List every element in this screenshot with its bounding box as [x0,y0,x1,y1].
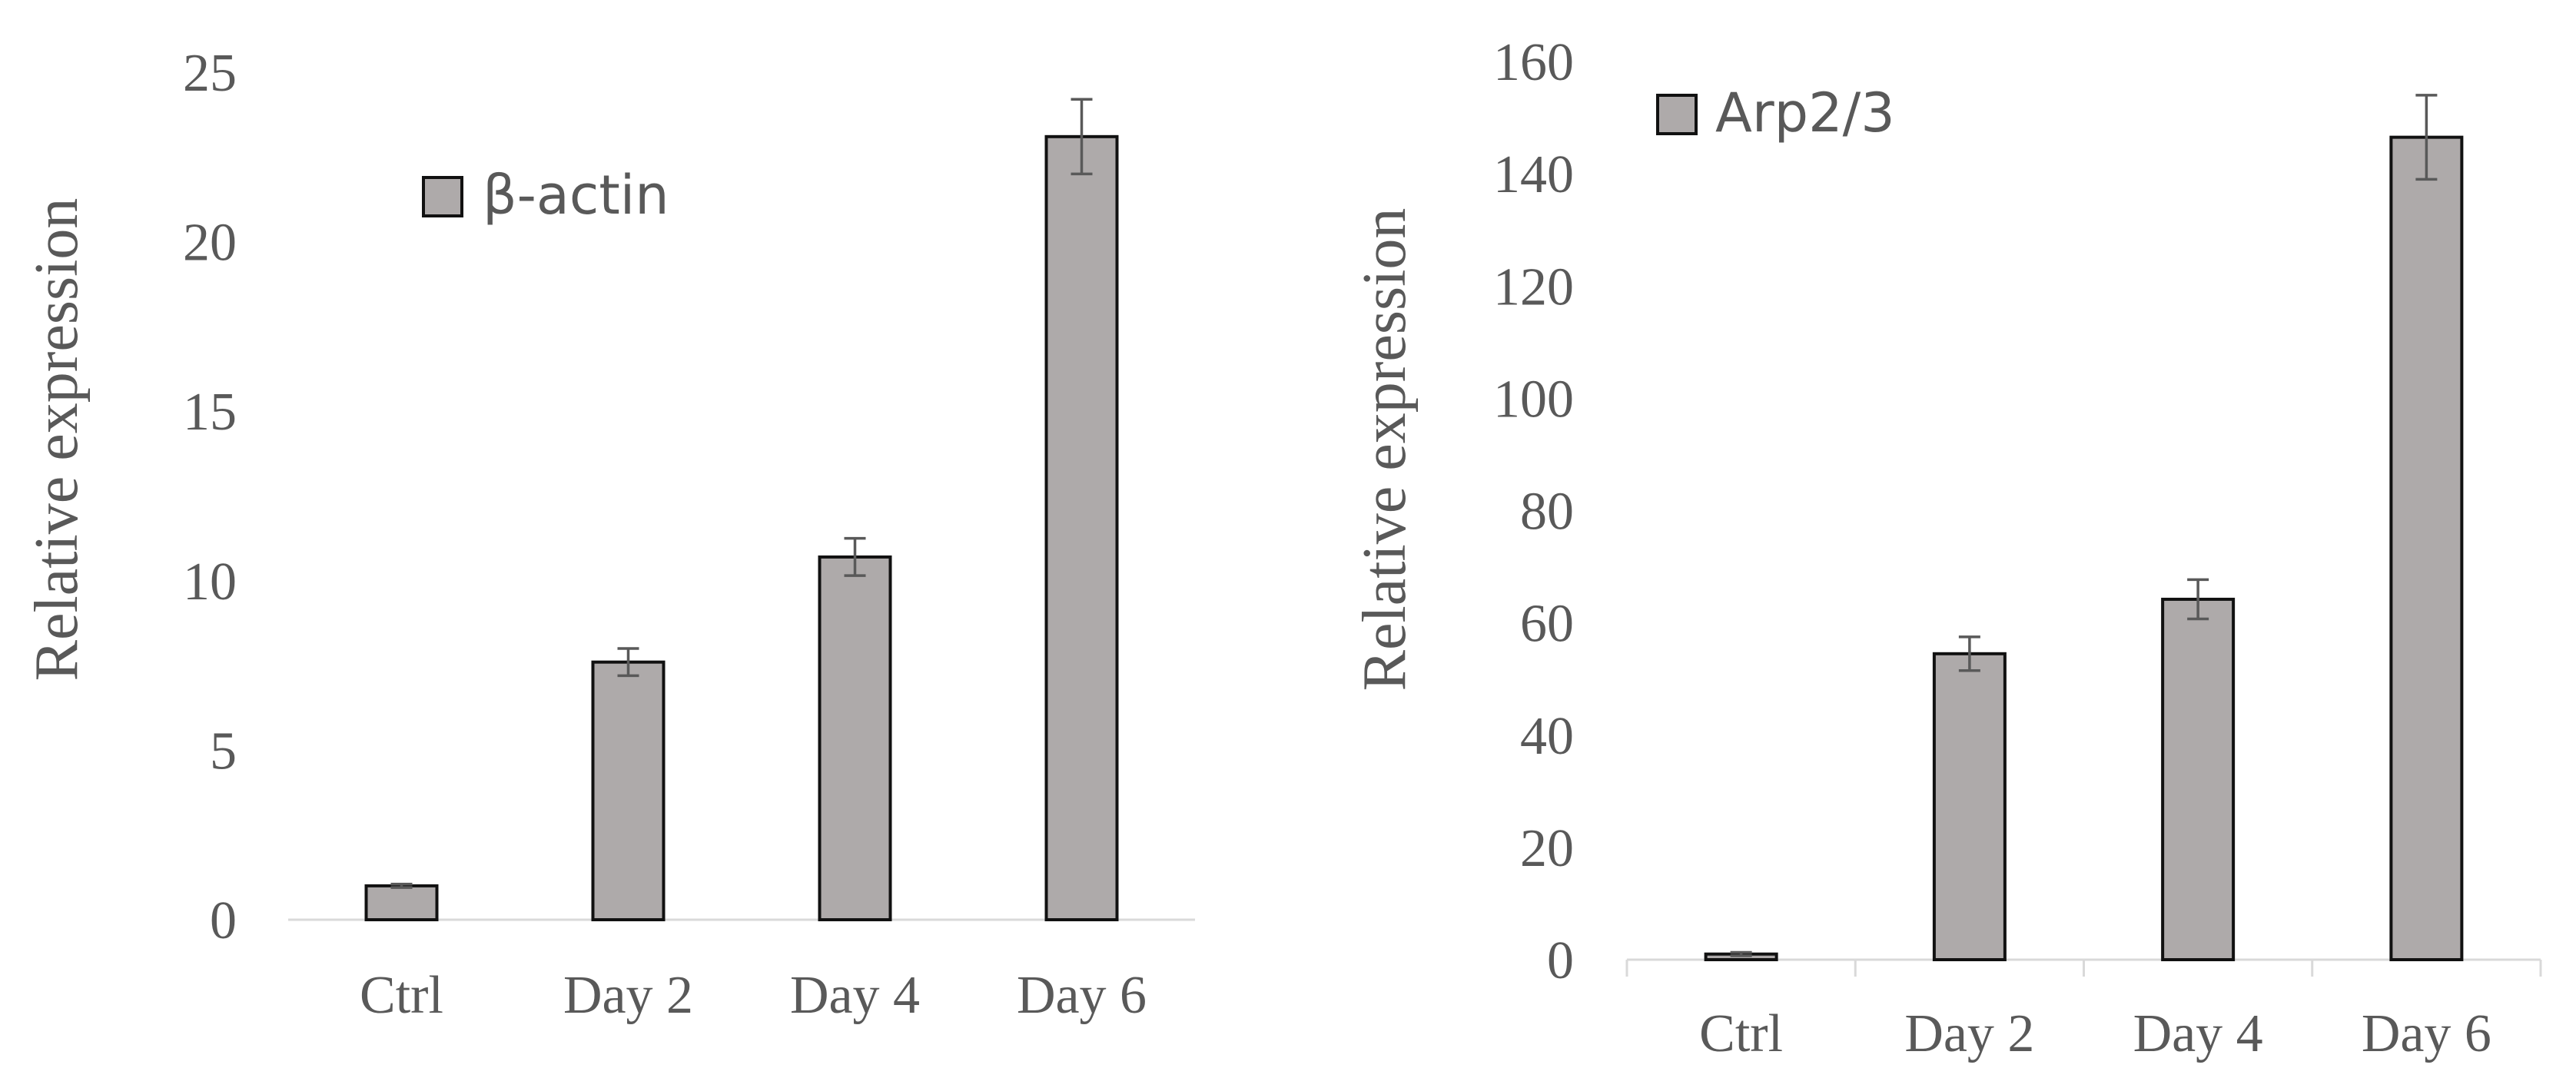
legend-label: β-actin [483,164,669,227]
y-tick-label: 100 [1493,370,1574,429]
y-tick-label: 0 [1547,931,1574,990]
y-axis-ticks: 0 5 10 15 20 25 [183,44,237,950]
chart-arp23: Relative expression 0 20 40 60 80 100 120 140 16… [1351,33,2542,1063]
legend: β-actin [422,164,669,227]
x-tick-label: Day 6 [1017,966,1147,1025]
y-tick-label: 25 [183,44,237,103]
x-tick-label: Ctrl [360,966,443,1025]
bar [364,884,439,922]
bar [591,660,666,921]
error-bar [2187,578,2209,621]
y-tick-label: 140 [1493,145,1574,204]
y-axis-title: Relative expression [1351,208,1419,692]
legend: Arp2/3 [1656,81,1895,144]
legend-swatch [422,176,463,217]
bar [2389,135,2464,961]
y-tick-label: 20 [183,214,237,273]
legend-label: Arp2/3 [1715,81,1895,144]
x-tick-label: Ctrl [1699,1004,1783,1063]
y-tick-label: 0 [210,891,237,950]
y-axis-title: Relative expression [23,198,91,682]
y-tick-label: 80 [1520,483,1574,542]
bar-group [1704,94,2464,961]
legend-swatch [1656,94,1698,135]
y-tick-label: 15 [183,383,237,442]
y-tick-label: 120 [1493,257,1574,317]
y-axis-ticks: 0 20 40 60 80 100 120 140 160 [1493,33,1574,990]
bar [2161,597,2236,961]
error-bar [1958,635,1980,672]
x-tick-label: Day 4 [2133,1004,2263,1063]
error-bar [2415,94,2438,181]
bar [1044,134,1119,921]
y-tick-label: 40 [1520,707,1574,766]
y-tick-label: 20 [1520,819,1574,878]
bar [1932,652,2007,961]
x-tick-label: Day 4 [790,966,920,1025]
chart-beta-actin: Relative expression 0 5 10 15 20 25 Ctrl Day 2… [23,44,1195,1025]
error-bar [390,882,413,889]
error-bar [844,536,866,577]
y-tick-label: 160 [1493,33,1574,92]
error-bar [617,647,639,678]
error-bar [1730,950,1752,957]
x-axis-ticks: Ctrl Day 2 Day 4 Day 6 [1625,960,2542,1063]
x-tick-label: Day 2 [563,966,693,1025]
x-tick-label: Day 6 [2362,1004,2491,1063]
bar-group [364,98,1119,922]
y-tick-label: 10 [183,552,237,612]
x-axis-ticks: Ctrl Day 2 Day 4 Day 6 [360,966,1147,1025]
y-tick-label: 5 [210,721,237,781]
error-bar [1071,98,1093,176]
y-tick-label: 60 [1520,595,1574,654]
x-tick-label: Day 2 [1904,1004,2034,1063]
bar [818,555,892,922]
